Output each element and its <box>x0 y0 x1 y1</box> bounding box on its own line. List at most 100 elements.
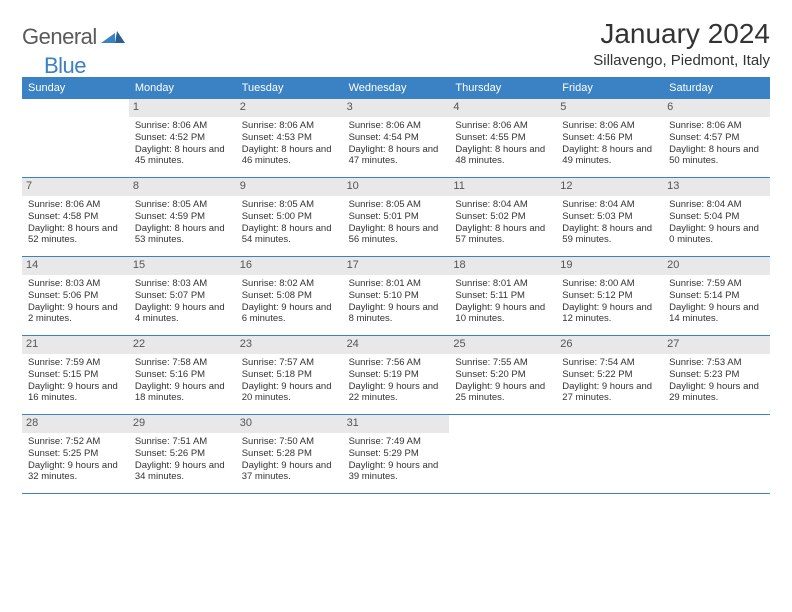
sunset-line: Sunset: 5:23 PM <box>669 369 764 381</box>
logo: General <box>22 18 127 50</box>
sunset-line: Sunset: 5:04 PM <box>669 211 764 223</box>
sunset-line: Sunset: 5:10 PM <box>349 290 444 302</box>
sunset-line: Sunset: 5:00 PM <box>242 211 337 223</box>
sunset-line: Sunset: 5:29 PM <box>349 448 444 460</box>
daylight-line: Daylight: 9 hours and 34 minutes. <box>135 460 230 484</box>
sunset-line: Sunset: 5:26 PM <box>135 448 230 460</box>
day-number: 19 <box>556 257 663 275</box>
daylight-line: Daylight: 8 hours and 46 minutes. <box>242 144 337 168</box>
calendar-cell: 1Sunrise: 8:06 AMSunset: 4:52 PMDaylight… <box>129 99 236 177</box>
calendar-cell: 3Sunrise: 8:06 AMSunset: 4:54 PMDaylight… <box>343 99 450 177</box>
calendar-cell: 21Sunrise: 7:59 AMSunset: 5:15 PMDayligh… <box>22 336 129 414</box>
daylight-line: Daylight: 9 hours and 25 minutes. <box>455 381 550 405</box>
day-number: 21 <box>22 336 129 354</box>
day-number: 1 <box>129 99 236 117</box>
daylight-line: Daylight: 8 hours and 54 minutes. <box>242 223 337 247</box>
day-number: 17 <box>343 257 450 275</box>
calendar-cell: 19Sunrise: 8:00 AMSunset: 5:12 PMDayligh… <box>556 257 663 335</box>
daylight-line: Daylight: 8 hours and 50 minutes. <box>669 144 764 168</box>
daylight-line: Daylight: 9 hours and 18 minutes. <box>135 381 230 405</box>
day-number: 20 <box>663 257 770 275</box>
calendar-weeks: 1Sunrise: 8:06 AMSunset: 4:52 PMDaylight… <box>22 99 770 494</box>
sunrise-line: Sunrise: 8:06 AM <box>242 120 337 132</box>
daylight-line: Daylight: 9 hours and 22 minutes. <box>349 381 444 405</box>
daylight-line: Daylight: 9 hours and 39 minutes. <box>349 460 444 484</box>
sunset-line: Sunset: 4:53 PM <box>242 132 337 144</box>
sunrise-line: Sunrise: 8:04 AM <box>669 199 764 211</box>
day-number: 24 <box>343 336 450 354</box>
sunset-line: Sunset: 5:28 PM <box>242 448 337 460</box>
sunrise-line: Sunrise: 7:55 AM <box>455 357 550 369</box>
calendar-cell: 8Sunrise: 8:05 AMSunset: 4:59 PMDaylight… <box>129 178 236 256</box>
calendar-cell: 4Sunrise: 8:06 AMSunset: 4:55 PMDaylight… <box>449 99 556 177</box>
sunrise-line: Sunrise: 7:58 AM <box>135 357 230 369</box>
calendar-cell: 6Sunrise: 8:06 AMSunset: 4:57 PMDaylight… <box>663 99 770 177</box>
daylight-line: Daylight: 9 hours and 16 minutes. <box>28 381 123 405</box>
day-number: 13 <box>663 178 770 196</box>
sunset-line: Sunset: 4:56 PM <box>562 132 657 144</box>
day-header-friday: Friday <box>556 77 663 99</box>
daylight-line: Daylight: 9 hours and 6 minutes. <box>242 302 337 326</box>
daylight-line: Daylight: 9 hours and 2 minutes. <box>28 302 123 326</box>
day-number: 10 <box>343 178 450 196</box>
sunrise-line: Sunrise: 8:05 AM <box>349 199 444 211</box>
sunrise-line: Sunrise: 7:59 AM <box>669 278 764 290</box>
day-number: 8 <box>129 178 236 196</box>
sunset-line: Sunset: 5:18 PM <box>242 369 337 381</box>
sunrise-line: Sunrise: 8:04 AM <box>562 199 657 211</box>
calendar-cell: 15Sunrise: 8:03 AMSunset: 5:07 PMDayligh… <box>129 257 236 335</box>
sunrise-line: Sunrise: 8:06 AM <box>669 120 764 132</box>
sunrise-line: Sunrise: 8:06 AM <box>562 120 657 132</box>
day-number: 16 <box>236 257 343 275</box>
sunset-line: Sunset: 5:03 PM <box>562 211 657 223</box>
day-number: 23 <box>236 336 343 354</box>
daylight-line: Daylight: 9 hours and 10 minutes. <box>455 302 550 326</box>
sunset-line: Sunset: 4:52 PM <box>135 132 230 144</box>
calendar-cell <box>449 415 556 493</box>
day-number: 12 <box>556 178 663 196</box>
day-number: 28 <box>22 415 129 433</box>
calendar-day-header: SundayMondayTuesdayWednesdayThursdayFrid… <box>22 77 770 99</box>
sunrise-line: Sunrise: 8:03 AM <box>135 278 230 290</box>
day-header-thursday: Thursday <box>449 77 556 99</box>
day-number: 22 <box>129 336 236 354</box>
day-number: 4 <box>449 99 556 117</box>
calendar-week: 14Sunrise: 8:03 AMSunset: 5:06 PMDayligh… <box>22 257 770 336</box>
sunset-line: Sunset: 5:07 PM <box>135 290 230 302</box>
calendar-cell: 22Sunrise: 7:58 AMSunset: 5:16 PMDayligh… <box>129 336 236 414</box>
sunset-line: Sunset: 5:11 PM <box>455 290 550 302</box>
sunset-line: Sunset: 4:58 PM <box>28 211 123 223</box>
day-number: 15 <box>129 257 236 275</box>
day-number: 30 <box>236 415 343 433</box>
daylight-line: Daylight: 9 hours and 14 minutes. <box>669 302 764 326</box>
calendar-cell: 10Sunrise: 8:05 AMSunset: 5:01 PMDayligh… <box>343 178 450 256</box>
calendar-cell: 13 Sunrise: 8:04 AMSunset: 5:04 PMDayligh… <box>663 178 770 256</box>
calendar-cell: 17Sunrise: 8:01 AMSunset: 5:10 PMDayligh… <box>343 257 450 335</box>
calendar-cell: 20 Sunrise: 7:59 AMSunset: 5:14 PMDayligh… <box>663 257 770 335</box>
day-number: 2 <box>236 99 343 117</box>
logo-mark-icon <box>101 27 125 46</box>
calendar-cell: 7Sunrise: 8:06 AMSunset: 4:58 PMDaylight… <box>22 178 129 256</box>
sunset-line: Sunset: 4:59 PM <box>135 211 230 223</box>
daylight-line: Daylight: 9 hours and 0 minutes. <box>669 223 764 247</box>
sunrise-line: Sunrise: 8:03 AM <box>28 278 123 290</box>
day-number: 18 <box>449 257 556 275</box>
logo-text-blue: Blue <box>44 53 86 79</box>
daylight-line: Daylight: 8 hours and 45 minutes. <box>135 144 230 168</box>
calendar-cell <box>22 99 129 177</box>
day-number: 11 <box>449 178 556 196</box>
daylight-line: Daylight: 8 hours and 47 minutes. <box>349 144 444 168</box>
calendar: SundayMondayTuesdayWednesdayThursdayFrid… <box>22 77 770 494</box>
day-number: 9 <box>236 178 343 196</box>
calendar-cell: 9Sunrise: 8:05 AMSunset: 5:00 PMDaylight… <box>236 178 343 256</box>
calendar-cell <box>556 415 663 493</box>
day-header-monday: Monday <box>129 77 236 99</box>
daylight-line: Daylight: 9 hours and 27 minutes. <box>562 381 657 405</box>
daylight-line: Daylight: 9 hours and 12 minutes. <box>562 302 657 326</box>
sunset-line: Sunset: 5:14 PM <box>669 290 764 302</box>
calendar-cell: 25Sunrise: 7:55 AMSunset: 5:20 PMDayligh… <box>449 336 556 414</box>
day-number: 26 <box>556 336 663 354</box>
sunrise-line: Sunrise: 8:02 AM <box>242 278 337 290</box>
logo-text-general: General <box>22 24 97 50</box>
sunset-line: Sunset: 4:57 PM <box>669 132 764 144</box>
